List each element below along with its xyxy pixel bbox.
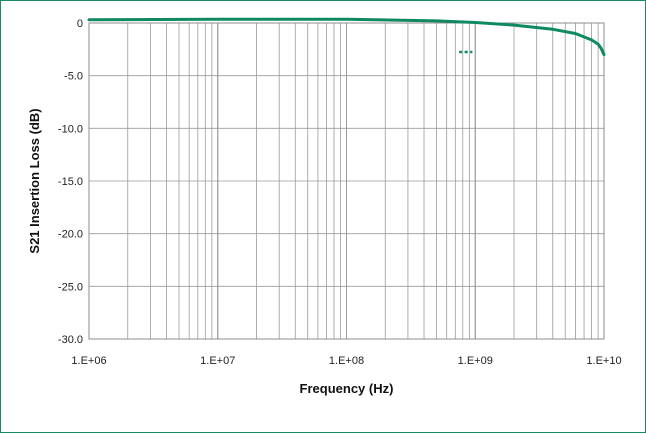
y-tick-label: -30.0 bbox=[58, 334, 83, 346]
x-axis-title: Frequency (Hz) bbox=[300, 381, 394, 396]
plot-area-border bbox=[88, 22, 605, 340]
y-tick-label: 0 bbox=[77, 18, 83, 30]
y-tick-labels: 0 -5.0 -10.0 -15.0 -20.0 -25.0 -30.0 bbox=[58, 18, 83, 346]
y-tick-label: -5.0 bbox=[64, 71, 83, 83]
x-tick-label: 1.E+06 bbox=[71, 355, 106, 367]
x-tick-label: 1.E+09 bbox=[458, 355, 493, 367]
x-tick-labels: 1.E+06 1.E+07 1.E+08 1.E+09 1.E+10 bbox=[71, 355, 621, 367]
y-tick-label: -20.0 bbox=[58, 229, 83, 241]
series-line bbox=[87, 17, 606, 57]
series-group bbox=[87, 17, 606, 57]
x-tick-label: 1.E+07 bbox=[200, 355, 235, 367]
y-tick-label: -15.0 bbox=[58, 176, 83, 188]
y-axis-title: S21 Insertion Loss (dB) bbox=[27, 108, 42, 253]
x-tick-label: 1.E+08 bbox=[329, 355, 364, 367]
x-tick-label: 1.E+10 bbox=[586, 355, 621, 367]
y-tick-label: -10.0 bbox=[58, 123, 83, 135]
y-tick-label: -25.0 bbox=[58, 281, 83, 293]
